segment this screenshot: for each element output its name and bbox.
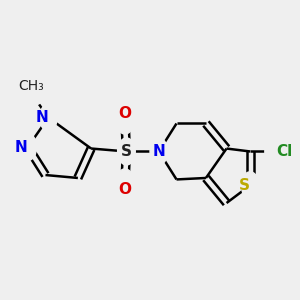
Text: N: N [36,110,48,125]
Text: S: S [239,178,250,193]
Text: CH₃: CH₃ [18,79,44,93]
Text: O: O [118,106,131,121]
Ellipse shape [118,138,135,165]
Text: S: S [121,144,132,159]
Ellipse shape [150,138,168,165]
Ellipse shape [241,172,259,199]
Ellipse shape [16,79,46,106]
Text: Cl: Cl [277,144,293,159]
Ellipse shape [19,134,37,160]
Text: N: N [152,144,165,159]
Text: O: O [118,182,131,197]
Ellipse shape [40,104,57,131]
Text: N: N [15,140,28,154]
Ellipse shape [265,138,288,165]
Ellipse shape [116,107,134,134]
Ellipse shape [116,169,134,196]
